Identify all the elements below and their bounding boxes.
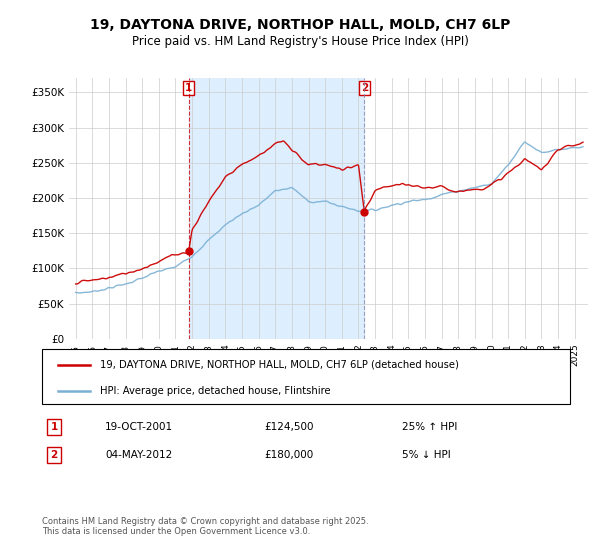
Text: 04-MAY-2012: 04-MAY-2012 bbox=[105, 450, 172, 460]
Text: 2: 2 bbox=[361, 83, 368, 94]
Text: 1: 1 bbox=[50, 422, 58, 432]
Text: £124,500: £124,500 bbox=[264, 422, 314, 432]
Text: 2: 2 bbox=[50, 450, 58, 460]
Text: 25% ↑ HPI: 25% ↑ HPI bbox=[402, 422, 457, 432]
Text: Contains HM Land Registry data © Crown copyright and database right 2025.
This d: Contains HM Land Registry data © Crown c… bbox=[42, 517, 368, 536]
Bar bbox=[189, 78, 364, 339]
Text: 19, DAYTONA DRIVE, NORTHOP HALL, MOLD, CH7 6LP: 19, DAYTONA DRIVE, NORTHOP HALL, MOLD, C… bbox=[90, 18, 510, 32]
Text: 1: 1 bbox=[185, 83, 193, 94]
Text: Price paid vs. HM Land Registry's House Price Index (HPI): Price paid vs. HM Land Registry's House … bbox=[131, 35, 469, 48]
Text: 19-OCT-2001: 19-OCT-2001 bbox=[105, 422, 173, 432]
Text: £180,000: £180,000 bbox=[264, 450, 313, 460]
Text: HPI: Average price, detached house, Flintshire: HPI: Average price, detached house, Flin… bbox=[100, 386, 331, 395]
FancyBboxPatch shape bbox=[42, 349, 570, 404]
Text: 19, DAYTONA DRIVE, NORTHOP HALL, MOLD, CH7 6LP (detached house): 19, DAYTONA DRIVE, NORTHOP HALL, MOLD, C… bbox=[100, 360, 459, 370]
Text: 5% ↓ HPI: 5% ↓ HPI bbox=[402, 450, 451, 460]
